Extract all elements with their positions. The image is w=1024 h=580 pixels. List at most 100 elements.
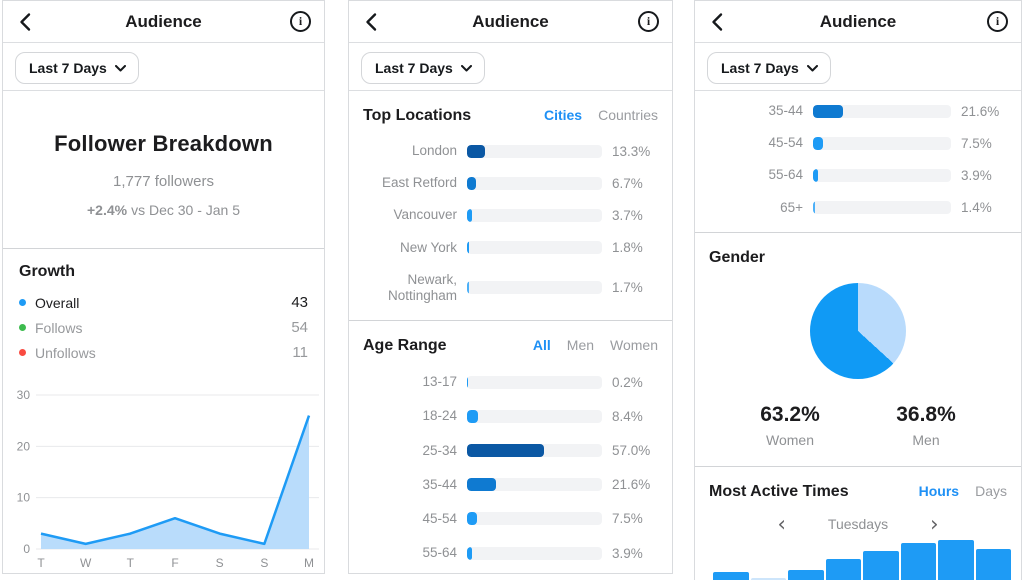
men-label: Men (912, 431, 940, 448)
bar-value: 3.7% (612, 207, 643, 223)
change-compare-period: vs Dec 30 - Jan 5 (131, 202, 241, 218)
bar-fill (813, 201, 815, 215)
bar-label: 35-44 (768, 103, 803, 118)
info-icon[interactable]: i (638, 11, 659, 32)
date-range-button[interactable]: Last 7 Days (707, 52, 831, 84)
carousel-next-icon[interactable]: › (930, 511, 939, 536)
tab-men[interactable]: Men (566, 337, 595, 354)
bar-fill (467, 444, 544, 458)
bar-fill (813, 104, 843, 118)
tab-countries[interactable]: Countries (598, 107, 658, 123)
bar-fill (467, 546, 473, 560)
active-times-tabs: Hours Days (919, 483, 1007, 499)
follower-change: +2.4% vs Dec 30 - Jan 5 (3, 202, 324, 218)
info-icon[interactable]: i (987, 11, 1008, 32)
bar-label: 55-64 (768, 167, 803, 183)
bar-row: 18-24 8.4% (349, 399, 672, 433)
phone-panel-3: Audience i Last 7 Days 35-44 21.6% 45-54 7.… (694, 0, 1022, 580)
bar-row: 55-64 3.9% (349, 536, 672, 570)
bar-value: 57.0% (612, 443, 651, 459)
svg-text:S: S (260, 556, 268, 570)
date-range-button[interactable]: Last 7 Days (15, 52, 139, 84)
tab-all[interactable]: All (532, 337, 551, 354)
tab-women[interactable]: Women (610, 337, 658, 354)
section-divider (695, 465, 1021, 467)
chevron-down-icon (806, 64, 818, 71)
legend-value: 54 (291, 319, 308, 336)
svg-text:M: M (304, 556, 314, 570)
bar-value: 0.2% (612, 374, 643, 390)
bar-value: 21.6% (612, 477, 651, 493)
page-title: Audience (819, 12, 897, 31)
back-chevron-icon[interactable] (16, 12, 36, 32)
back-chevron-icon[interactable] (708, 12, 728, 32)
bar-value: 3.9% (961, 167, 992, 183)
gender-stat-men: 36.8% Men (871, 403, 981, 448)
bar-label: East Retford (381, 175, 457, 191)
most-active-times-header: Most Active Times Hours Days (695, 467, 1021, 509)
tab-cities[interactable]: Cities (543, 107, 583, 123)
phone-panel-2: Audience i Last 7 Days Top Locations Cit… (348, 0, 673, 580)
follower-count: 1,777 followers (113, 173, 214, 190)
bar-track (467, 409, 602, 423)
change-percent: +2.4% (86, 202, 128, 218)
legend-row: Unfollows 11 (19, 340, 308, 365)
date-range-button[interactable]: Last 7 Days (361, 52, 485, 84)
info-icon[interactable]: i (290, 11, 311, 32)
bar-value: 8.4% (612, 408, 643, 424)
bar-fill (467, 512, 478, 526)
activity-bar (900, 543, 936, 580)
bar-fill (813, 168, 819, 182)
bar-track (813, 104, 951, 118)
top-locations-title: Top Locations (363, 107, 472, 124)
age-bar-list: 13-17 0.2% 18-24 8.4% 25-34 57.0% 35-44 21.6% 45… (349, 363, 672, 580)
bar-row: 65+1.4% (349, 570, 672, 580)
follower-breakdown-section: Follower Breakdown 1,777 followers +2.4%… (3, 91, 324, 249)
hourly-activity-bar-chart (713, 528, 1011, 580)
bar-fill (467, 281, 470, 295)
carousel-prev-icon[interactable]: ‹ (777, 511, 786, 536)
svg-text:T: T (127, 556, 135, 570)
back-chevron-icon[interactable] (362, 12, 382, 32)
legend-dot-icon (19, 299, 26, 306)
bar-label: 13-17 (422, 374, 457, 390)
filter-row: Last 7 Days (3, 43, 324, 91)
age-tabs: All Men Women (533, 337, 658, 353)
bar-track (467, 144, 602, 158)
gender-section: Gender 63.2% Women 36.8% Men (695, 233, 1021, 466)
legend-row: Follows 54 (19, 315, 308, 340)
bar-track (813, 136, 951, 150)
bar-value: 3.9% (612, 545, 643, 561)
chevron-down-icon (114, 64, 126, 71)
activity-bar (975, 549, 1011, 580)
header: Audience i (695, 1, 1021, 43)
bar-label: 35-44 (422, 476, 457, 492)
growth-title: Growth (19, 263, 75, 280)
legend-value: 11 (292, 344, 308, 361)
location-bar-list: London 13.3% East Retford 6.7% Vancouver 3.7%… (349, 133, 672, 320)
bar-row: Vancouver 3.7% (349, 199, 672, 231)
bar-label: 45-54 (768, 135, 803, 151)
svg-text:10: 10 (17, 491, 31, 505)
women-label: Women (766, 431, 814, 448)
bar-value: 1.8% (612, 240, 643, 256)
age-range-header: Age Range All Men Women (349, 321, 672, 363)
most-active-times-title: Most Active Times (709, 482, 849, 500)
bar-fill (467, 478, 497, 492)
filter-row: Last 7 Days (349, 43, 672, 91)
bar-fill (467, 241, 470, 255)
bar-value: 7.5% (612, 511, 643, 527)
bar-row: 45-54 7.5% (349, 502, 672, 536)
bar-fill (813, 136, 824, 150)
bar-row: London 13.3% (349, 135, 672, 167)
tab-hours[interactable]: Hours (918, 482, 960, 499)
bar-track (467, 512, 602, 526)
bar-row: New York 1.8% (349, 232, 672, 264)
bar-row: Newark, Nottingham 1.7% (349, 264, 672, 312)
tab-days[interactable]: Days (975, 482, 1007, 499)
follower-breakdown-title: Follower Breakdown (54, 131, 273, 156)
legend-dot-icon (19, 349, 26, 356)
svg-text:W: W (80, 556, 92, 570)
gender-stats: 63.2% Women 36.8% Men (695, 379, 1021, 466)
svg-text:F: F (171, 556, 178, 570)
